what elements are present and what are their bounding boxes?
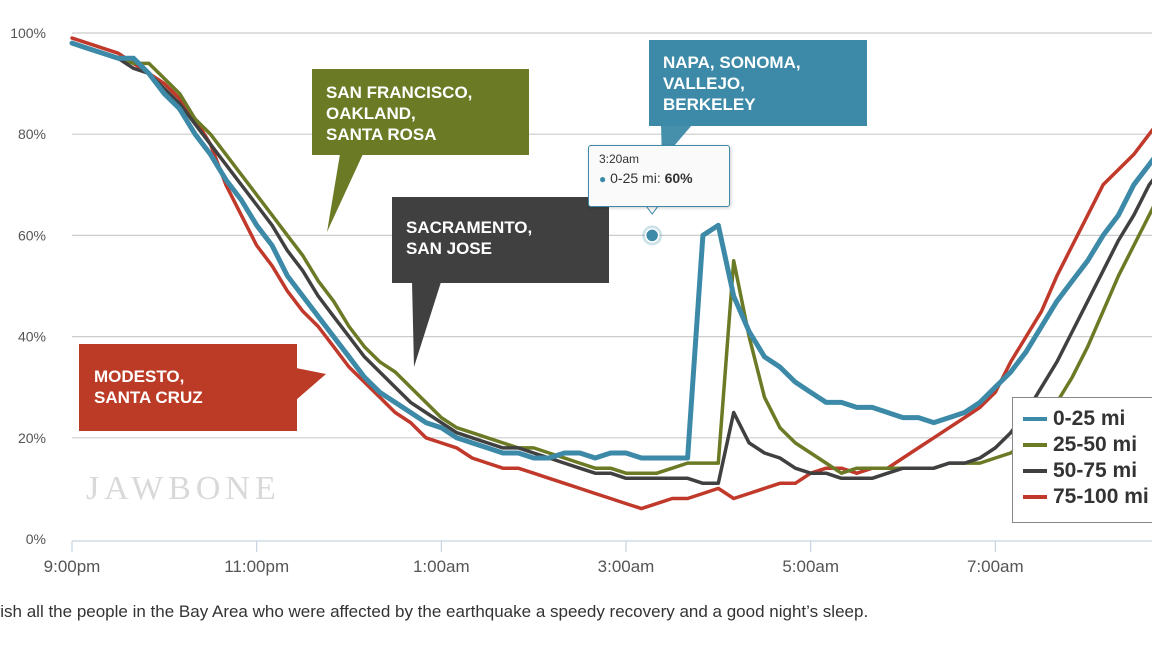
legend-swatch-icon xyxy=(1023,495,1047,499)
x-tick-label: 11:00pm xyxy=(224,557,289,576)
callout-line: NAPA, SONOMA, xyxy=(663,53,801,72)
y-tick-label: 0% xyxy=(26,531,46,547)
legend-swatch-icon xyxy=(1023,469,1047,473)
tooltip-pointer xyxy=(645,205,660,215)
legend-label: 50-75 mi xyxy=(1053,459,1138,482)
x-tick-label: 5:00am xyxy=(782,557,839,576)
legend-item-50-75[interactable]: 50-75 mi xyxy=(1023,458,1152,484)
callout-line: VALLEJO, xyxy=(663,74,745,93)
legend-label: 25-50 mi xyxy=(1053,433,1138,456)
callout-line: OAKLAND, xyxy=(326,104,416,123)
x-axis: 9:00pm11:00pm1:00am3:00am5:00am7:00am9:0… xyxy=(44,540,1152,576)
legend-item-0-25[interactable]: 0-25 mi xyxy=(1023,406,1152,432)
series-line-75-100-mi[interactable] xyxy=(70,36,1152,511)
legend-label: 0-25 mi xyxy=(1053,407,1126,430)
callout-napa-sonoma: NAPA, SONOMA, VALLEJO, BERKELEY xyxy=(649,40,867,126)
tooltip-value: 60% xyxy=(664,170,693,186)
callout-modesto: MODESTO, SANTA CRUZ xyxy=(79,344,297,431)
callout-line: SACRAMENTO, xyxy=(406,218,533,237)
y-tick-label: 40% xyxy=(18,329,46,345)
callout-pointer xyxy=(412,282,441,367)
tooltip-row: ● 0-25 mi: 60% xyxy=(599,170,729,186)
tooltip-time: 3:20am xyxy=(599,152,640,166)
callout-pointer xyxy=(296,368,326,400)
callout-line: SANTA CRUZ xyxy=(94,388,203,407)
x-tick-label: 1:00am xyxy=(413,557,470,576)
legend-label: 75-100 mi xyxy=(1053,485,1149,508)
legend-item-75-100[interactable]: 75-100 mi xyxy=(1023,484,1152,510)
callout-line: SAN JOSE xyxy=(406,239,492,258)
callout-line: MODESTO, xyxy=(94,367,185,386)
callout-line: SANTA ROSA xyxy=(326,125,437,144)
callout-pointer xyxy=(327,154,363,232)
y-axis: 0% 20% 40% 60% 80% 100% xyxy=(10,25,46,547)
y-tick-label: 20% xyxy=(18,430,46,446)
legend-item-25-50[interactable]: 25-50 mi xyxy=(1023,432,1152,458)
callout-line: BERKELEY xyxy=(663,95,756,114)
legend-swatch-icon xyxy=(1023,443,1047,447)
y-tick-label: 60% xyxy=(18,227,46,243)
sleep-line-chart: 0% 20% 40% 60% 80% 100% 9:00pm 11:00pm 1:00am 3:… xyxy=(10,25,1152,576)
jawbone-watermark: JAWBONE xyxy=(86,470,281,507)
tooltip-marker[interactable] xyxy=(642,205,663,246)
y-tick-label: 100% xyxy=(10,25,46,41)
x-tick-label: 7:00am xyxy=(967,557,1024,576)
callout-san-francisco: SAN FRANCISCO, OAKLAND, SANTA ROSA xyxy=(312,69,529,155)
x-tick-label: 3:00am xyxy=(598,557,655,576)
data-tooltip: 3:20am ● 0-25 mi: 60% xyxy=(588,145,730,207)
series-line-25-50-mi[interactable] xyxy=(70,41,1152,475)
x-tick-label: 9:00pm xyxy=(44,557,101,576)
callout-sacramento: SACRAMENTO, SAN JOSE xyxy=(392,197,609,283)
series-dot-icon: ● xyxy=(599,172,607,186)
series-lines xyxy=(69,36,1152,511)
tooltip-series-label: 0-25 mi: xyxy=(610,170,661,186)
legend-swatch-icon xyxy=(1023,417,1047,421)
data-point-marker[interactable] xyxy=(644,228,660,243)
y-tick-label: 80% xyxy=(18,126,46,142)
article-text: wish all the people in the Bay Area who … xyxy=(0,602,869,621)
chart-legend: 0-25 mi 25-50 mi 50-75 mi 75-100 mi xyxy=(1012,397,1152,523)
callout-line: SAN FRANCISCO, xyxy=(326,83,473,102)
series-line-0-25-mi[interactable] xyxy=(69,40,1152,461)
series-line-50-75-mi[interactable] xyxy=(70,41,1152,486)
